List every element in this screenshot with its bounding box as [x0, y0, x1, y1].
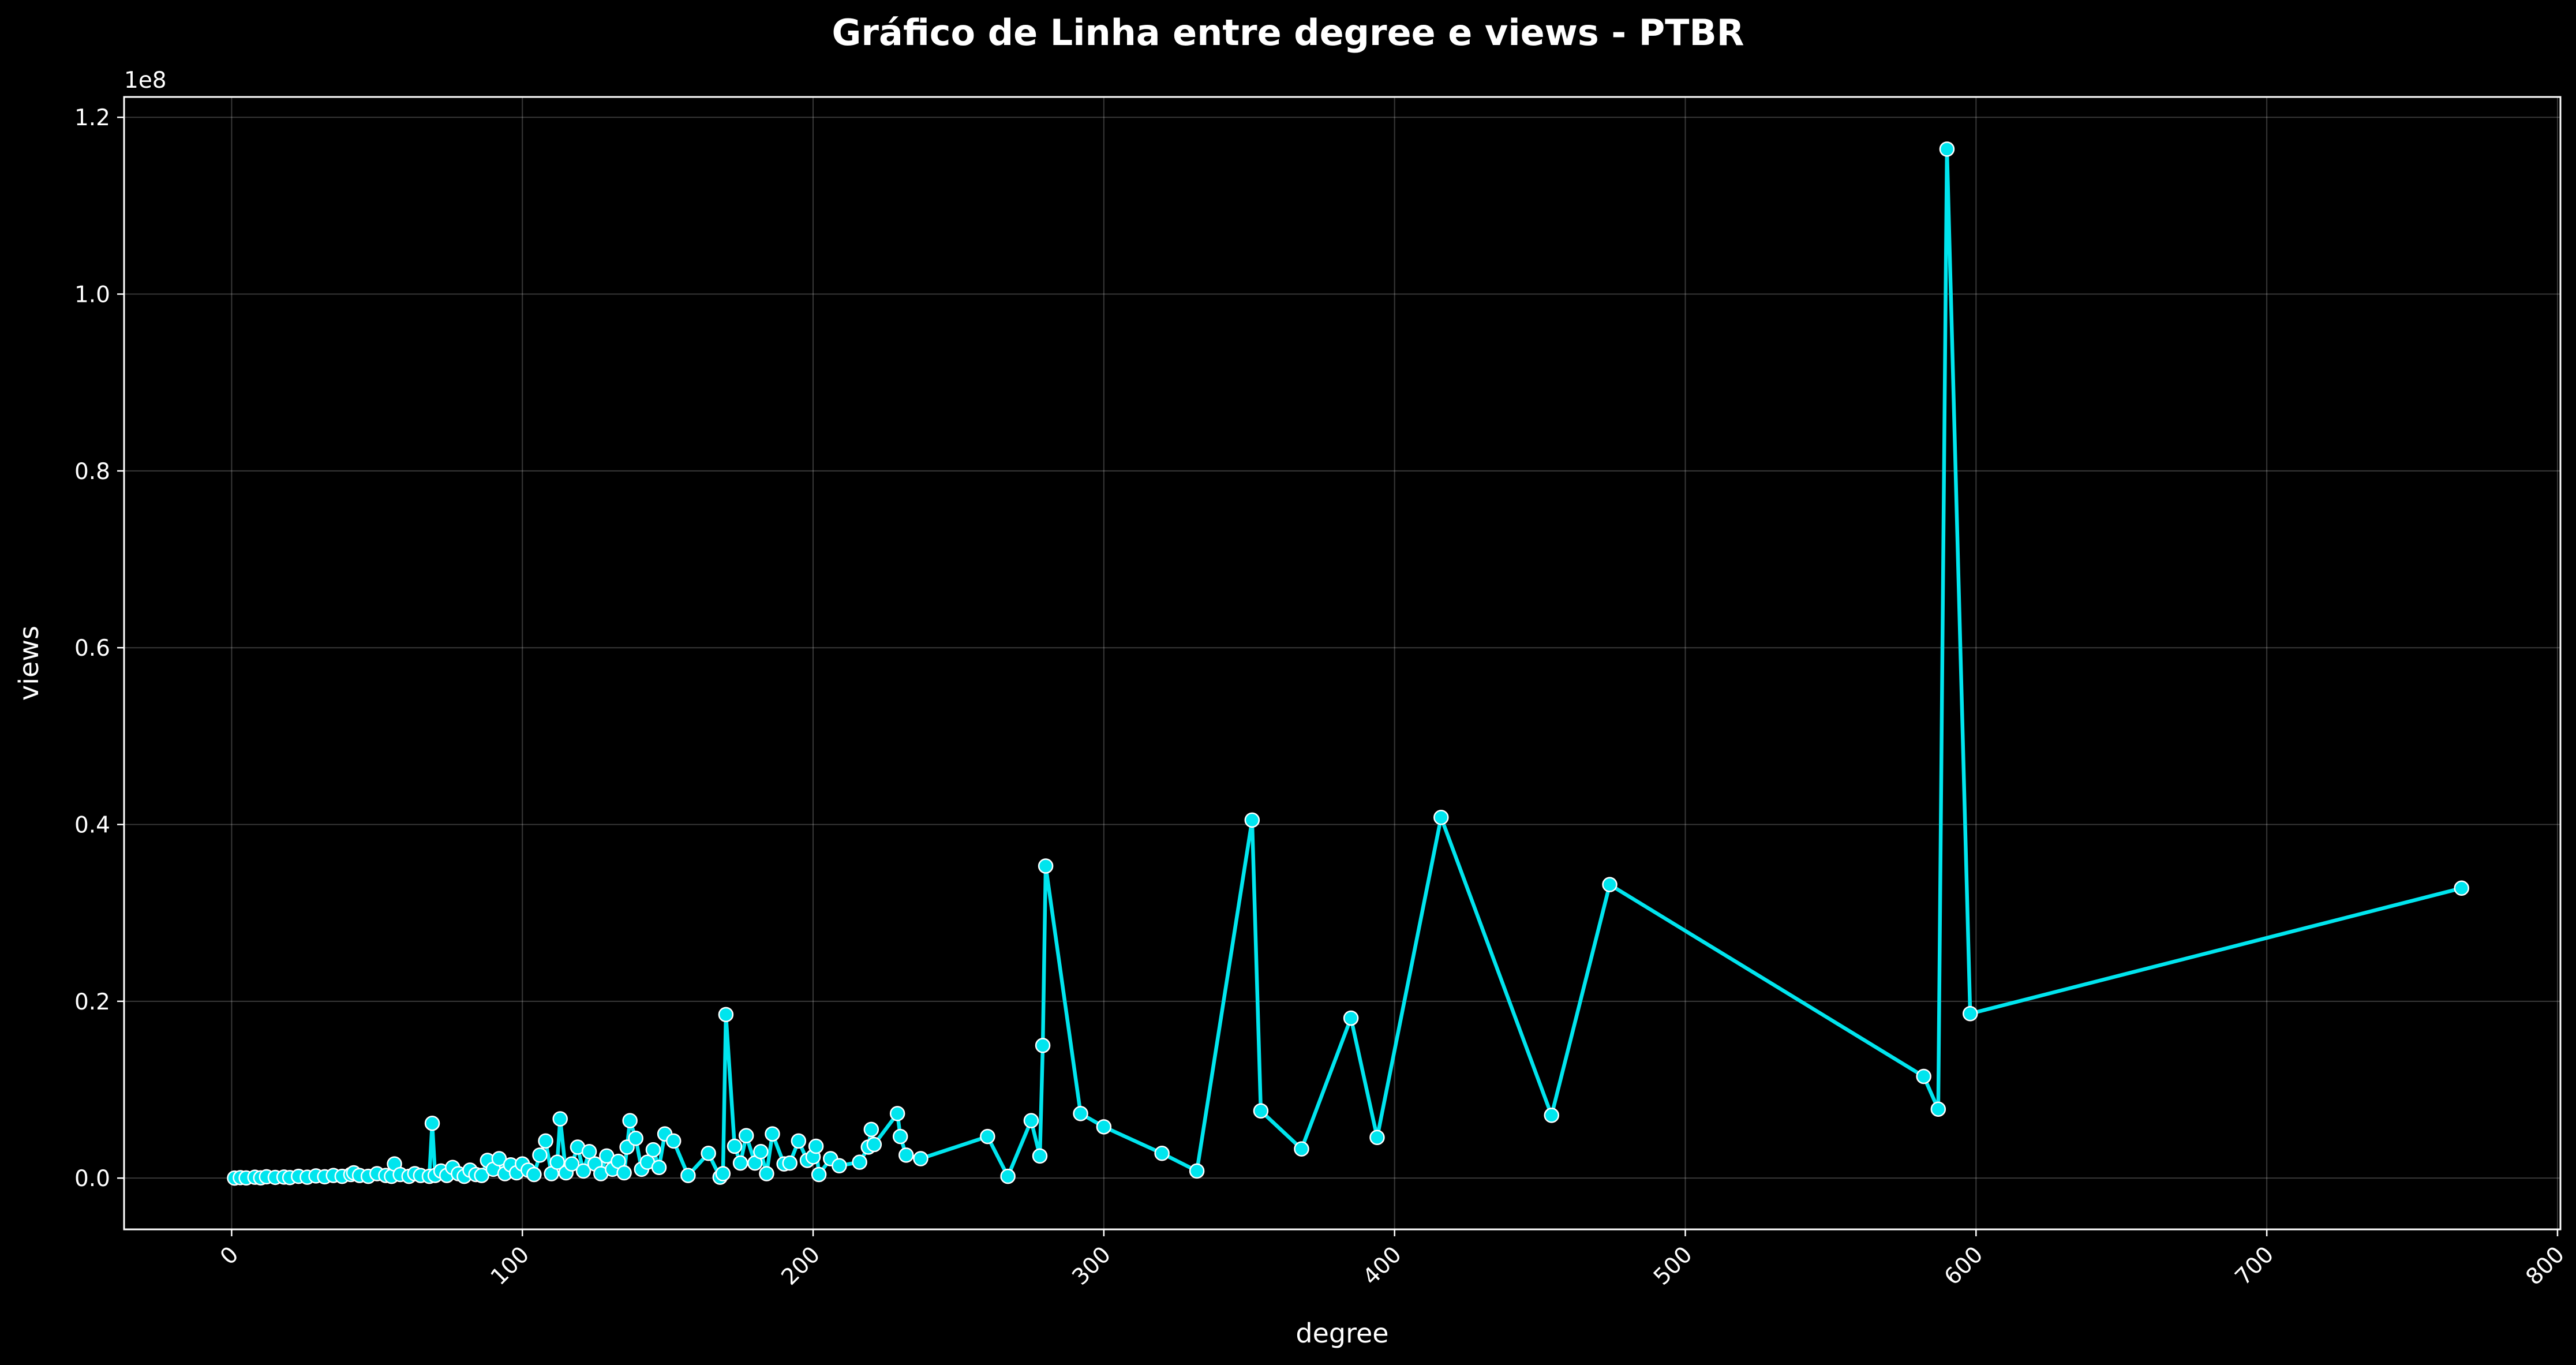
data-point	[1038, 858, 1054, 874]
data-point	[549, 1154, 565, 1170]
data-point	[651, 1160, 667, 1176]
data-point	[526, 1166, 542, 1183]
y-tick-label: 0.8	[74, 459, 110, 485]
plot-frame	[123, 96, 2562, 1231]
y-axis-ticks: 0.0 0.2 0.4 0.6 0.8 1.0 1.2	[74, 105, 124, 1192]
data-point	[1000, 1168, 1016, 1184]
data-point	[1433, 810, 1449, 825]
y-offset-label: 1e8	[124, 68, 167, 94]
data-point	[1916, 1068, 1931, 1084]
data-point	[753, 1143, 769, 1160]
data-point	[665, 1133, 682, 1149]
data-point	[622, 1113, 638, 1128]
data-point	[1253, 1103, 1269, 1119]
data-point	[1939, 141, 1955, 157]
data-point	[680, 1168, 696, 1183]
series-group	[227, 141, 2469, 1186]
data-point	[581, 1143, 597, 1160]
grid-lines	[124, 97, 2560, 1229]
data-point	[1154, 1146, 1170, 1161]
y-axis-label: views	[13, 626, 44, 701]
data-point	[727, 1138, 743, 1154]
data-point	[645, 1142, 661, 1158]
data-point	[889, 1106, 905, 1121]
data-point	[782, 1155, 797, 1171]
data-point	[575, 1163, 591, 1179]
data-point	[759, 1166, 774, 1181]
data-point	[538, 1133, 553, 1149]
data-point	[424, 1115, 440, 1131]
data-point	[892, 1128, 908, 1145]
y-tick-label: 0.2	[74, 989, 110, 1015]
data-point	[1343, 1010, 1359, 1026]
y-tick-label: 0.0	[74, 1166, 110, 1192]
data-point	[732, 1155, 748, 1171]
data-point	[863, 1121, 879, 1138]
data-point	[832, 1158, 847, 1173]
data-point	[718, 1007, 734, 1023]
y-tick-label: 1.0	[74, 282, 110, 308]
data-point	[532, 1147, 548, 1163]
data-point	[913, 1151, 928, 1166]
data-point	[552, 1111, 568, 1127]
data-point	[1073, 1106, 1088, 1121]
data-point	[980, 1128, 995, 1145]
x-axis-label: degree	[1296, 1318, 1388, 1349]
data-point	[1544, 1108, 1559, 1123]
data-point	[811, 1166, 827, 1183]
chart-title: Gráfico de Linha entre degree e views - …	[832, 12, 1744, 54]
data-point	[1602, 877, 1618, 892]
data-point	[791, 1133, 807, 1149]
data-point	[1096, 1119, 1112, 1135]
data-point	[1369, 1130, 1385, 1145]
data-point	[852, 1154, 867, 1170]
data-point	[2454, 880, 2469, 896]
data-point	[1023, 1113, 1039, 1128]
data-point	[616, 1165, 632, 1181]
data-point	[1189, 1163, 1205, 1179]
y-tick-label: 0.6	[74, 635, 110, 661]
data-point	[1032, 1148, 1048, 1164]
data-point	[866, 1136, 882, 1153]
data-point	[628, 1130, 643, 1146]
data-point	[491, 1151, 507, 1166]
data-point	[898, 1147, 914, 1163]
data-point	[1930, 1101, 1946, 1117]
data-point	[1244, 812, 1260, 828]
data-point	[564, 1156, 580, 1172]
data-point	[765, 1126, 780, 1142]
data-point	[808, 1138, 824, 1154]
y-tick-label: 1.2	[74, 105, 110, 131]
data-point	[715, 1166, 731, 1181]
data-point	[701, 1146, 716, 1161]
data-point	[474, 1168, 489, 1183]
data-point	[1294, 1141, 1309, 1157]
y-tick-label: 0.4	[74, 813, 110, 839]
data-point	[1035, 1038, 1051, 1053]
data-point	[1962, 1006, 1978, 1022]
data-point	[738, 1128, 754, 1143]
